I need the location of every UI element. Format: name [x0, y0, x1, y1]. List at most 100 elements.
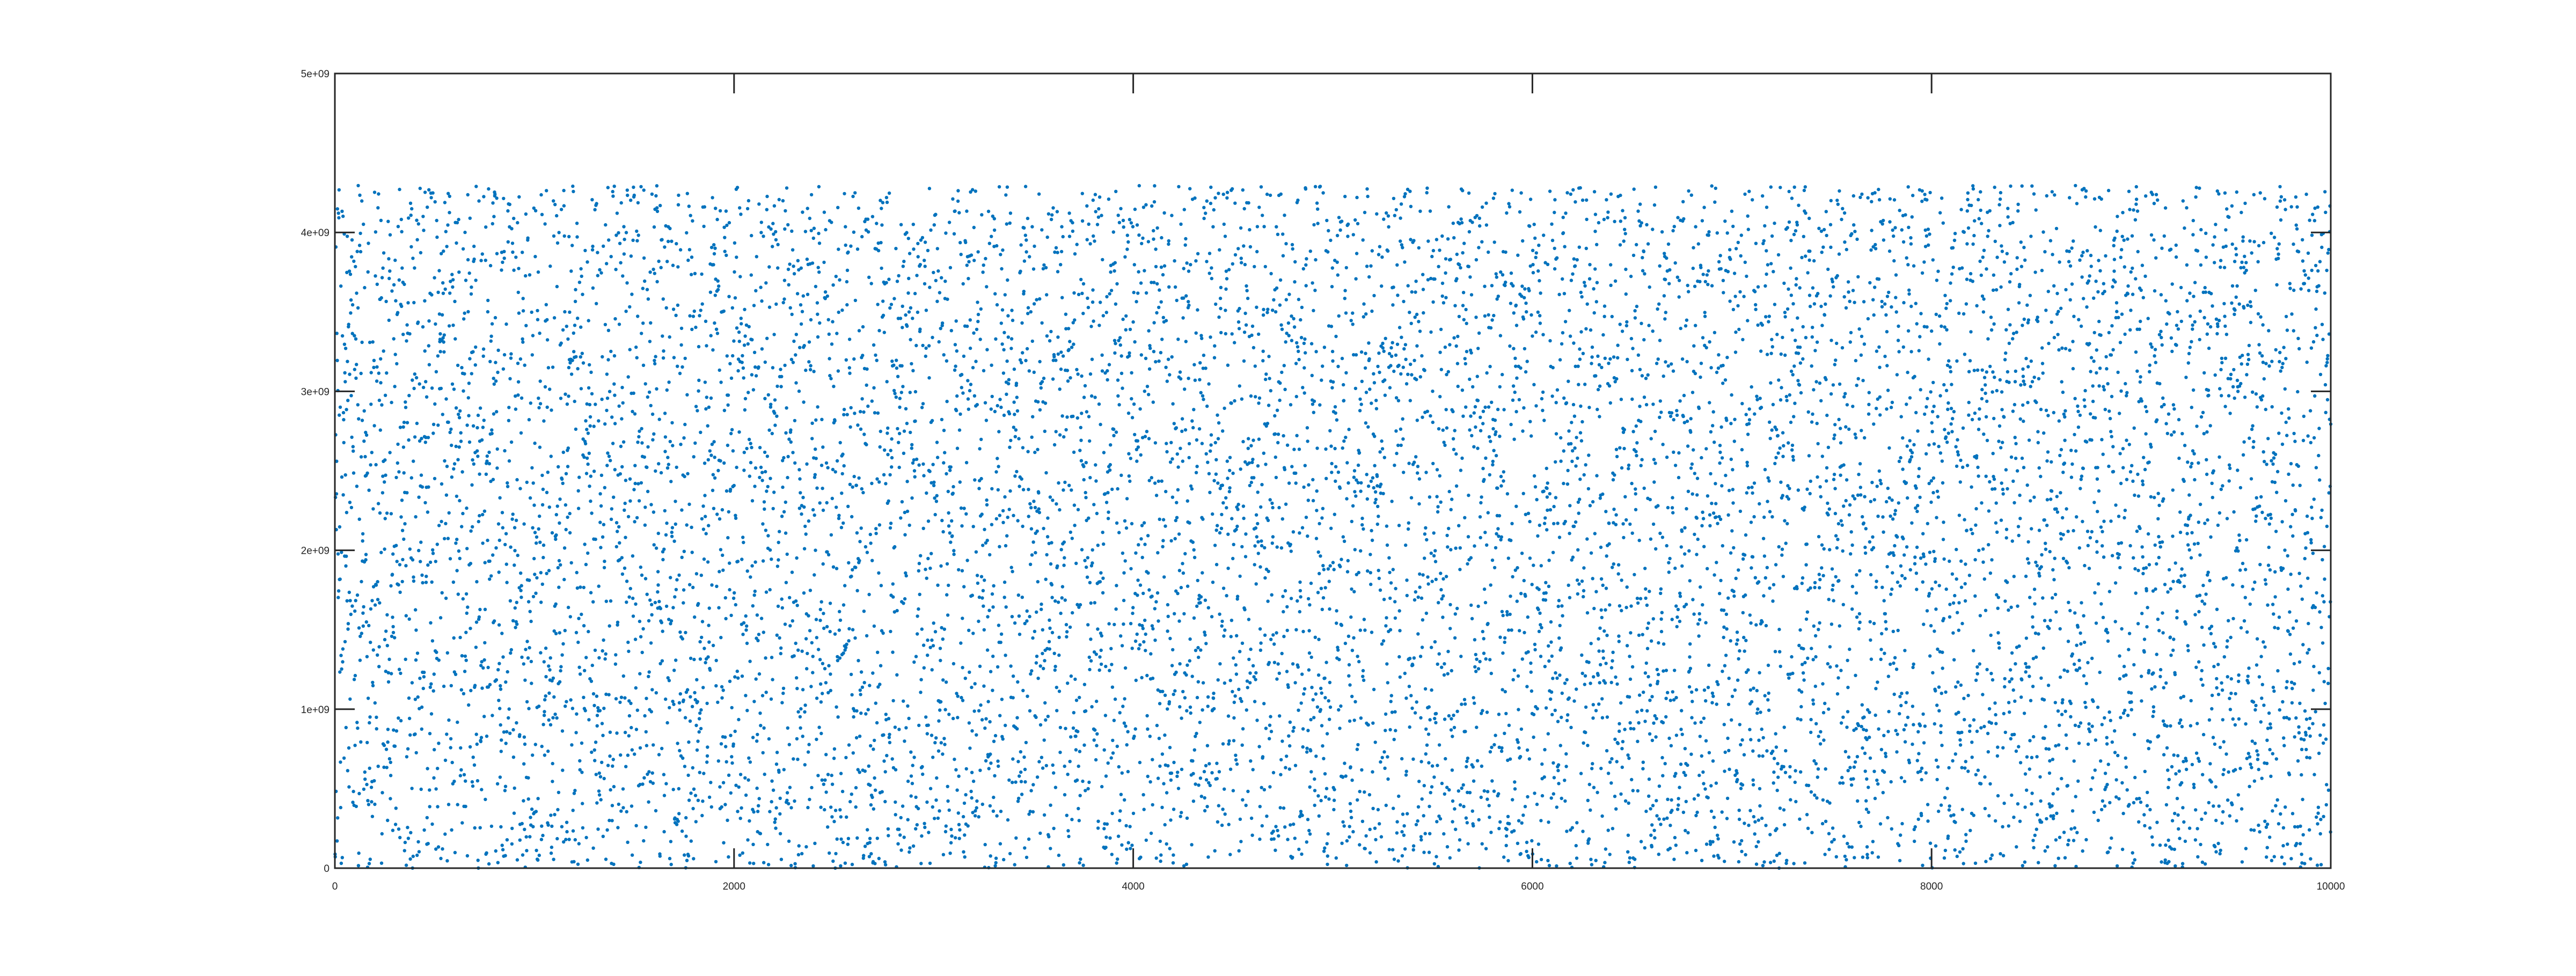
data-point: [778, 636, 781, 640]
data-point: [955, 349, 959, 353]
data-point: [373, 802, 377, 806]
data-point: [441, 281, 445, 285]
data-point: [416, 695, 420, 699]
data-point: [960, 386, 964, 390]
data-point: [774, 302, 778, 306]
data-point: [1004, 605, 1008, 609]
data-point: [816, 266, 820, 269]
data-point: [833, 419, 837, 423]
data-point: [426, 842, 430, 846]
data-point: [855, 247, 860, 251]
data-point: [417, 850, 421, 854]
data-point: [1074, 561, 1078, 566]
data-point: [519, 431, 523, 435]
data-point: [604, 652, 608, 656]
data-point: [402, 421, 406, 424]
data-point: [715, 584, 719, 589]
data-point: [530, 310, 533, 314]
data-point: [576, 317, 580, 320]
data-point: [852, 474, 856, 479]
data-point: [911, 844, 916, 848]
data-point: [533, 531, 537, 534]
data-point: [555, 716, 559, 720]
data-point: [1233, 341, 1236, 344]
data-point: [729, 431, 733, 436]
data-point: [809, 368, 813, 372]
data-point: [1169, 778, 1173, 782]
data-point: [1277, 834, 1280, 838]
data-point: [617, 525, 621, 529]
data-point: [586, 260, 589, 264]
data-point: [838, 808, 842, 812]
data-point: [1000, 698, 1004, 701]
data-point: [1089, 637, 1093, 641]
data-point: [718, 209, 722, 213]
data-point: [355, 485, 359, 488]
data-point: [1236, 508, 1240, 511]
data-point: [672, 356, 676, 359]
data-point: [636, 233, 640, 237]
data-point: [371, 680, 375, 685]
data-point: [928, 285, 932, 289]
data-point: [1006, 516, 1009, 519]
data-point: [1161, 273, 1165, 277]
data-point: [1094, 463, 1097, 467]
data-point: [1125, 743, 1129, 747]
data-point: [834, 852, 838, 856]
data-point: [578, 672, 582, 676]
data-point: [1304, 187, 1308, 191]
data-point: [1292, 725, 1296, 730]
data-point: [535, 848, 538, 853]
data-point: [976, 581, 980, 585]
data-point: [801, 688, 805, 692]
data-point: [774, 230, 778, 234]
data-point: [1054, 246, 1058, 249]
data-point: [522, 799, 525, 803]
data-point: [1270, 593, 1274, 597]
data-point: [1143, 618, 1147, 622]
data-point: [526, 600, 531, 604]
data-point: [1225, 190, 1230, 194]
data-point: [514, 518, 518, 522]
data-point: [1165, 842, 1168, 846]
data-point: [1187, 456, 1191, 460]
data-point: [726, 818, 729, 823]
data-point: [928, 469, 932, 473]
data-point: [734, 516, 738, 520]
data-point: [1282, 806, 1286, 810]
data-point: [1247, 201, 1250, 205]
data-point: [1229, 635, 1233, 639]
data-point: [945, 359, 949, 363]
data-point: [916, 614, 919, 618]
data-point: [565, 820, 569, 824]
data-point: [393, 636, 397, 640]
data-point: [1056, 251, 1059, 254]
data-point: [842, 408, 846, 412]
data-point: [853, 298, 858, 303]
data-point: [395, 362, 399, 366]
data-point: [962, 801, 967, 805]
data-point: [444, 522, 448, 525]
data-point: [795, 687, 799, 691]
data-point: [546, 366, 551, 370]
data-point: [706, 655, 710, 659]
data-point: [429, 196, 433, 200]
data-point: [1192, 616, 1196, 620]
data-point: [416, 840, 420, 844]
data-point: [1143, 542, 1147, 546]
data-point: [903, 533, 907, 537]
data-point: [1150, 624, 1154, 628]
data-point: [972, 259, 976, 262]
data-point: [1307, 828, 1311, 833]
data-point: [1119, 634, 1123, 638]
data-point: [870, 399, 874, 403]
data-point: [799, 303, 803, 307]
data-point: [1274, 825, 1278, 828]
data-point: [1129, 622, 1133, 626]
data-point: [1213, 849, 1217, 853]
data-point: [858, 735, 862, 738]
data-point: [708, 449, 712, 453]
data-point: [733, 729, 737, 733]
data-point: [476, 858, 480, 862]
data-point: [771, 678, 774, 681]
